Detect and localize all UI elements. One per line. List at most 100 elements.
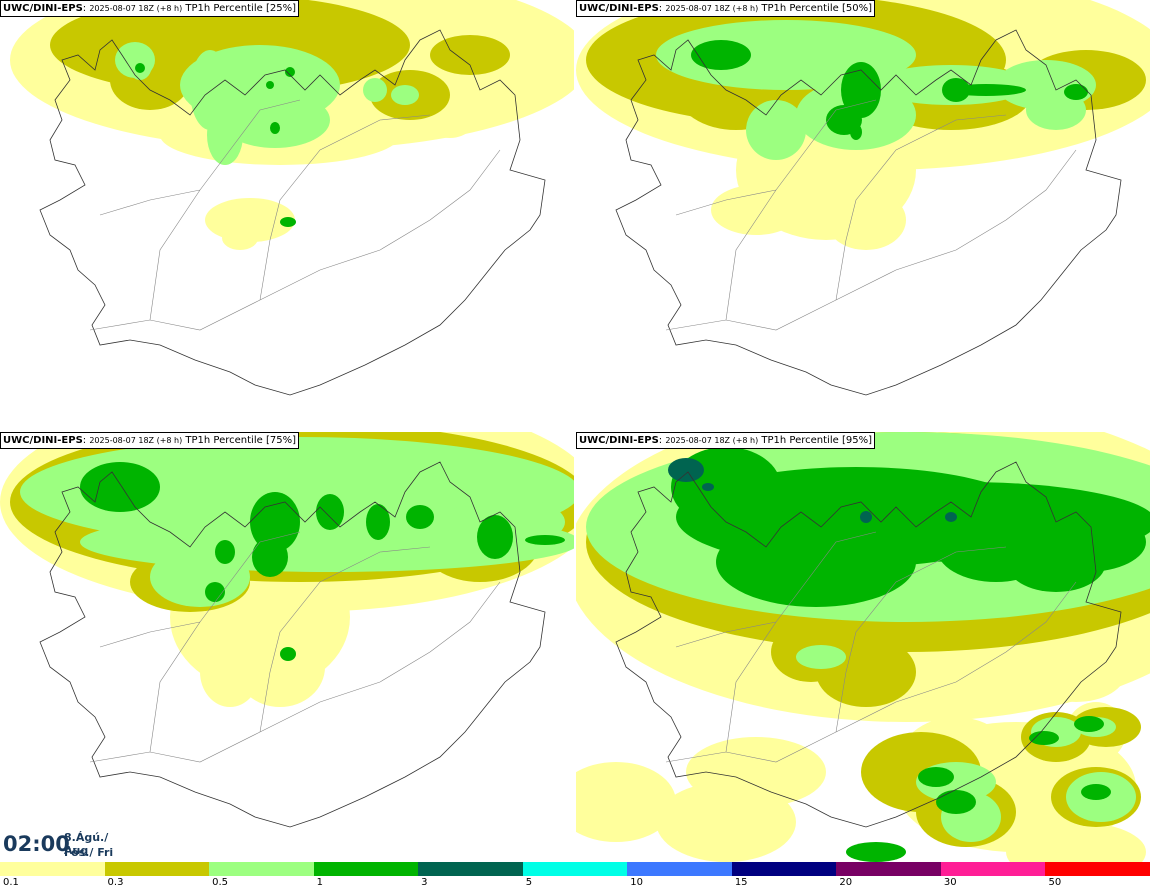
precip-contour: [860, 511, 872, 523]
precip-contour: [846, 842, 906, 862]
precip-contour: [1026, 90, 1086, 130]
colorbar-tick-label: 5: [525, 877, 533, 888]
coastline: [39, 461, 546, 828]
panel-title: UWC/DINI-EPS: 2025-08-07 18Z (+8 h) TP1h…: [0, 0, 299, 17]
road-network: [665, 531, 1077, 763]
precip-contour: [363, 78, 387, 102]
colorbar-tick-label: 0.3: [107, 877, 124, 888]
run-time: 2025-08-07 18Z (+8 h): [665, 4, 759, 13]
precip-contour: [280, 217, 296, 227]
precip-contour: [235, 627, 325, 707]
precip-contour: [406, 505, 434, 529]
precip-contour: [711, 185, 801, 235]
colorbar-tick-label: 1: [316, 877, 323, 888]
precip-colorbar: 0.1 0.3 0.5 1 3 5 10 15 20 30 50: [0, 862, 1150, 891]
precip-contour: [936, 790, 976, 814]
colorbar-tick-label: 15: [734, 877, 748, 888]
precip-contour: [205, 582, 225, 602]
valid-time: 02:00: [3, 832, 70, 856]
precip-contour: [222, 226, 258, 250]
precip-contour: [200, 637, 260, 707]
precip-contour: [525, 535, 565, 545]
colorbar-tick-label: 50: [1048, 877, 1062, 888]
run-time: 2025-08-07 18Z (+8 h): [89, 436, 183, 445]
precip-contour: [252, 537, 288, 577]
colorbar-swatch: [731, 862, 837, 876]
product-name: TP1h Percentile [95%]: [761, 435, 872, 446]
precip-contour: [1029, 731, 1059, 745]
colorbar-swatch: [836, 862, 942, 876]
road-network: [89, 99, 501, 331]
model-name: UWC/DINI-EPS: [3, 3, 83, 14]
precip-map-p95: [576, 432, 1150, 862]
colorbar-swatch: [522, 862, 628, 876]
precip-contour: [841, 62, 881, 118]
precip-contour: [796, 645, 846, 669]
coastline: [615, 29, 1122, 396]
run-time: 2025-08-07 18Z (+8 h): [89, 4, 183, 13]
panel-title: UWC/DINI-EPS: 2025-08-07 18Z (+8 h) TP1h…: [576, 0, 875, 17]
run-time: 2025-08-07 18Z (+8 h): [665, 436, 759, 445]
map-panel-p25: UWC/DINI-EPS: 2025-08-07 18Z (+8 h) TP1h…: [0, 0, 574, 430]
colorbar-swatch: [313, 862, 419, 876]
precip-contour: [918, 767, 954, 787]
precip-contour: [215, 540, 235, 564]
precip-contour: [250, 492, 300, 552]
precip-contour: [280, 647, 296, 661]
valid-weekday: Fös./ Fri: [64, 846, 114, 859]
road-network: [89, 531, 501, 763]
precip-contour: [220, 92, 330, 148]
precip-map-p50: [576, 0, 1150, 396]
precip-contour: [285, 67, 295, 77]
precip-contour: [746, 100, 806, 160]
colorbar-swatch: [627, 862, 733, 876]
precip-contour: [1026, 512, 1146, 572]
map-panel-p95: UWC/DINI-EPS: 2025-08-07 18Z (+8 h) TP1h…: [576, 432, 1150, 862]
coastline: [39, 29, 546, 396]
precip-contour: [135, 63, 145, 73]
precip-contour: [691, 40, 751, 70]
product-name: TP1h Percentile [50%]: [761, 3, 872, 14]
precip-contour: [1064, 84, 1088, 100]
road-network: [665, 99, 1077, 331]
precip-contour: [716, 517, 916, 607]
precip-contour: [946, 84, 1026, 96]
precip-contour: [477, 515, 513, 559]
precip-contour: [80, 462, 160, 512]
precip-contour: [576, 762, 676, 842]
colorbar-swatch: [0, 862, 105, 876]
precip-contour: [702, 483, 714, 491]
precip-map-p25: [10, 0, 574, 396]
panel-title: UWC/DINI-EPS: 2025-08-07 18Z (+8 h) TP1h…: [0, 432, 299, 449]
precip-contour: [656, 782, 796, 862]
coastline: [615, 461, 1122, 828]
product-name: TP1h Percentile [75%]: [185, 435, 296, 446]
colorbar-tick-label: 0.1: [3, 877, 19, 888]
colorbar-tick-label: 20: [839, 877, 853, 888]
precip-contour: [150, 547, 250, 607]
colorbar-swatch: [940, 862, 1046, 876]
precip-contour: [1006, 822, 1146, 862]
map-panel-p75: UWC/DINI-EPS: 2025-08-07 18Z (+8 h) TP1h…: [0, 432, 574, 862]
precip-contour: [826, 190, 906, 250]
colorbar-swatch: [104, 862, 210, 876]
precip-contour: [668, 458, 704, 482]
colorbar-tick-label: 30: [943, 877, 957, 888]
valid-time-box: 02:00 8.Ágú./ Aug Fös./ Fri: [0, 826, 134, 862]
valid-date: 8.Ágú./ Aug: [64, 831, 109, 857]
panel-title: UWC/DINI-EPS: 2025-08-07 18Z (+8 h) TP1h…: [576, 432, 875, 449]
precip-contour: [1026, 642, 1126, 702]
precip-contour: [1081, 784, 1111, 800]
model-name: UWC/DINI-EPS: [3, 435, 83, 446]
model-name: UWC/DINI-EPS: [579, 3, 659, 14]
colorbar-swatch: [209, 862, 315, 876]
model-name: UWC/DINI-EPS: [579, 435, 659, 446]
precip-contour: [945, 512, 957, 522]
product-name: TP1h Percentile [25%]: [185, 3, 296, 14]
precip-contour: [316, 494, 344, 530]
precip-contour: [850, 124, 862, 140]
precip-map-p75: [0, 432, 574, 828]
precip-contour: [366, 504, 390, 540]
colorbar-tick-label: 3: [421, 877, 428, 888]
precip-contour: [430, 35, 510, 75]
